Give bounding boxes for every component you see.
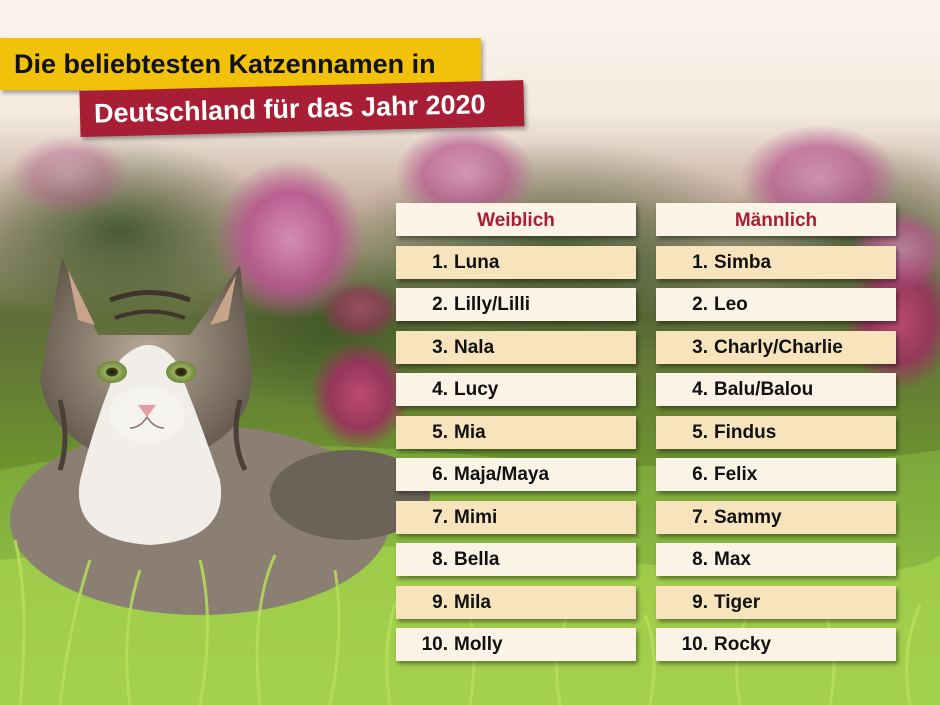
male-name-row: 6. Felix <box>656 458 896 491</box>
title-line-1: Die beliebtesten Katzennamen in <box>0 38 481 90</box>
male-name-row: 5. Findus <box>656 415 896 449</box>
cat-name: Mimi <box>454 506 498 528</box>
rank-number: 5. <box>432 421 448 443</box>
rank-number: 2. <box>432 294 448 315</box>
cat-name: Balu/Balou <box>714 379 814 400</box>
male-names-column: Männlich 1. Simba 2. Leo 3. Charly/Charlie … <box>656 203 896 661</box>
cat-name: Max <box>714 549 751 570</box>
female-column-header: Weiblich <box>396 203 636 236</box>
cat-name: Molly <box>454 634 503 655</box>
male-name-row: 9. Tiger <box>656 585 896 619</box>
rank-number: 3. <box>432 336 448 358</box>
female-name-row: 1. Luna <box>396 245 636 279</box>
male-name-row: 8. Max <box>656 543 896 576</box>
cat-name: Maja/Maya <box>454 464 550 485</box>
male-column-header: Männlich <box>656 203 896 236</box>
cat-name: Lilly/Lilli <box>454 294 531 315</box>
rank-number: 1. <box>692 251 708 273</box>
cat-name: Sammy <box>714 506 782 528</box>
male-name-row: 1. Simba <box>656 245 896 279</box>
rank-number: 4. <box>692 379 708 400</box>
male-name-row: 2. Leo <box>656 288 896 321</box>
cat-name: Lucy <box>454 379 499 400</box>
rank-number: 6. <box>692 464 708 485</box>
cat-name: Felix <box>714 464 758 485</box>
rank-number: 10. <box>421 634 448 655</box>
female-name-row: 9. Mila <box>396 585 636 619</box>
female-names-column: Weiblich 1. Luna 2. Lilly/Lilli 3. Nala 4. L… <box>396 203 636 661</box>
male-name-row: 4. Balu/Balou <box>656 373 896 406</box>
cat-name: Mila <box>454 591 491 613</box>
cat-name: Simba <box>714 251 772 273</box>
cat-name: Charly/Charlie <box>714 336 843 358</box>
female-name-row: 10. Molly <box>396 628 636 661</box>
cat-name: Rocky <box>714 634 772 655</box>
female-name-row: 4. Lucy <box>396 373 636 406</box>
cat-name: Findus <box>714 421 777 443</box>
male-name-row: 10. Rocky <box>656 628 896 661</box>
rank-number: 9. <box>432 591 448 613</box>
rank-number: 3. <box>692 336 708 358</box>
female-name-row: 5. Mia <box>396 415 636 449</box>
male-name-row: 7. Sammy <box>656 500 896 534</box>
cat-name: Mia <box>454 421 486 443</box>
female-name-row: 7. Mimi <box>396 500 636 534</box>
rank-number: 2. <box>692 294 708 315</box>
rank-number: 9. <box>692 591 708 613</box>
cat-name: Luna <box>454 251 500 273</box>
female-name-row: 6. Maja/Maya <box>396 458 636 491</box>
female-name-row: 3. Nala <box>396 330 636 364</box>
rank-number: 6. <box>432 464 448 485</box>
rank-number: 8. <box>432 549 448 570</box>
rank-number: 7. <box>432 506 448 528</box>
cat-name: Leo <box>714 294 748 315</box>
female-name-row: 8. Bella <box>396 543 636 576</box>
female-name-row: 2. Lilly/Lilli <box>396 288 636 321</box>
cat-name: Tiger <box>714 591 761 613</box>
rank-number: 7. <box>692 506 708 528</box>
male-name-row: 3. Charly/Charlie <box>656 330 896 364</box>
rank-number: 8. <box>692 549 708 570</box>
rank-number: 5. <box>692 421 708 443</box>
rank-number: 10. <box>681 634 708 655</box>
rank-number: 4. <box>432 379 448 400</box>
rank-number: 1. <box>432 251 448 273</box>
cat-name: Nala <box>454 336 495 358</box>
cat-name: Bella <box>454 549 500 570</box>
